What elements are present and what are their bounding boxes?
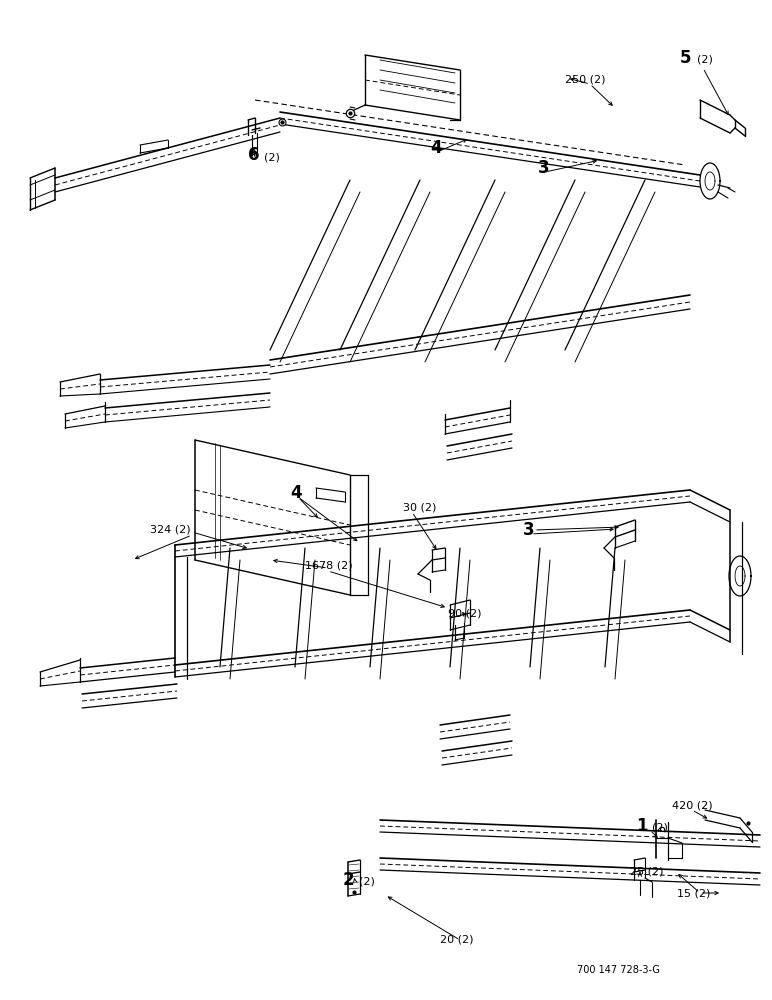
Text: (2): (2) <box>652 823 668 833</box>
Text: (2): (2) <box>697 55 713 65</box>
Text: 90 (2): 90 (2) <box>448 609 482 619</box>
Text: 25 (2): 25 (2) <box>630 867 663 877</box>
Text: 4: 4 <box>430 139 442 157</box>
Text: 324 (2): 324 (2) <box>150 525 191 535</box>
Text: 20 (2): 20 (2) <box>440 935 473 945</box>
Text: 3: 3 <box>538 159 550 177</box>
Text: 420 (2): 420 (2) <box>672 801 713 811</box>
Text: (2): (2) <box>359 877 375 887</box>
Text: 2: 2 <box>343 871 354 889</box>
Text: 1: 1 <box>636 817 648 835</box>
Text: 4: 4 <box>290 484 302 502</box>
Text: 250 (2): 250 (2) <box>565 75 605 85</box>
Text: 6: 6 <box>248 146 259 164</box>
Text: (2): (2) <box>264 152 280 162</box>
Text: 3: 3 <box>523 521 535 539</box>
Text: 15 (2): 15 (2) <box>677 889 710 899</box>
Text: 1678 (2): 1678 (2) <box>305 560 353 570</box>
Text: 700 147 728-3-G: 700 147 728-3-G <box>577 965 660 975</box>
Text: 30 (2): 30 (2) <box>403 503 436 513</box>
Text: 5: 5 <box>680 49 692 67</box>
